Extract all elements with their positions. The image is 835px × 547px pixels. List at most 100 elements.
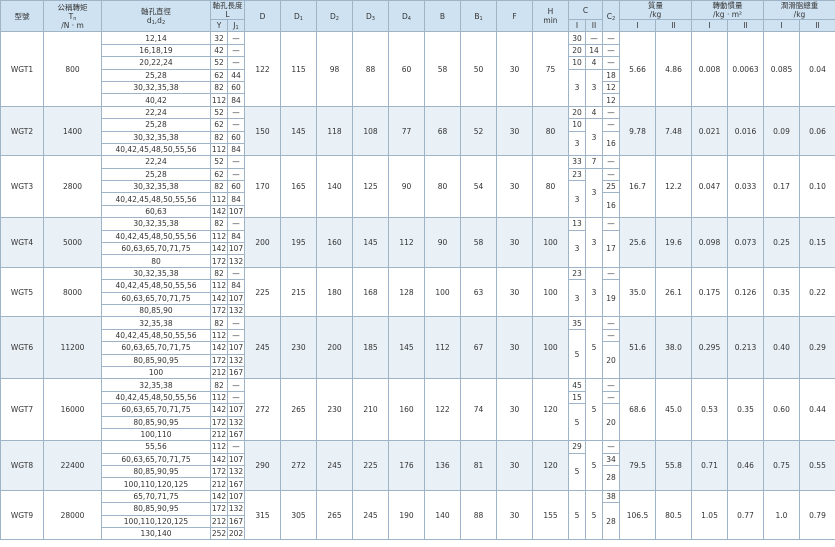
data-row: WGT6 11200 32,35,38 82—245 230 200 185 145 112 67…: [0, 316, 835, 380]
length-j: —: [227, 105, 245, 120]
property-value: 1.0: [763, 489, 800, 541]
property-value: 0.295: [691, 316, 728, 380]
c-value: 7: [585, 155, 603, 169]
torque: 8000: [43, 266, 102, 318]
table-body: WGT1 800 12,14 32—122 115 98 88 60 58 50 30 75 30— —5…: [0, 31, 835, 541]
data-row: 25,28 62—10 3—: [1, 118, 835, 157]
length-j: —: [227, 316, 245, 330]
length-j: —: [227, 378, 245, 392]
property-value: 38.0: [655, 316, 692, 380]
length-y: 112: [210, 328, 228, 343]
dimension: 77: [388, 105, 425, 157]
length-j: 84: [227, 93, 245, 107]
bore: 80,85,90,95: [101, 353, 211, 367]
c-value: 3: [568, 68, 586, 107]
header-text: II: [743, 21, 748, 31]
length-j: —: [227, 167, 245, 182]
length-j: 107: [227, 242, 245, 256]
dimension: 195: [280, 217, 317, 268]
dim-header: B1: [460, 0, 497, 33]
c-value: 5: [585, 440, 603, 491]
length-j: 132: [227, 415, 245, 429]
c-value: 5: [568, 403, 586, 442]
length-j: 167: [227, 477, 245, 491]
dimension: 122: [244, 31, 281, 107]
c-value: 3: [585, 217, 603, 268]
data-row: WGT2 1400 22,24 52—150 145 118 108 77 68 52 30 80 20…: [0, 105, 835, 157]
dimension: 58: [460, 217, 497, 268]
header-text: II: [815, 21, 820, 31]
bore: 60,63,65,70,71,75: [101, 452, 211, 467]
header-text: D: [294, 11, 300, 21]
c-value: —: [602, 118, 620, 132]
data-row: 60,63,65,70,71,75 142 107 5 20: [1, 403, 835, 442]
model: WGT2: [0, 105, 44, 157]
dimension: 315: [244, 489, 281, 541]
subscript: n: [73, 15, 77, 22]
length-j: —: [227, 440, 245, 454]
c-value: 5: [568, 328, 586, 380]
property-value: 0.40: [763, 316, 800, 380]
torque-header: 公稱轉矩 Tn/N · m: [43, 0, 102, 33]
inertia-header: 轉動慣量/kg · m²: [691, 0, 764, 20]
bore: 30,32,35,38: [101, 217, 211, 231]
torque: 5000: [43, 217, 102, 268]
c-value: 17: [602, 229, 620, 268]
dimension: 30: [496, 489, 533, 541]
dimension: 145: [388, 316, 425, 380]
c-value: 45: [568, 378, 586, 392]
bore: 30,32,35,38: [101, 180, 211, 194]
dimension: 140: [424, 489, 461, 541]
length-y-header: Y: [210, 18, 228, 33]
dim-header: F: [496, 0, 533, 33]
dimension: 30: [496, 316, 533, 380]
bore: 40,42,45,48,50,55,56: [101, 142, 211, 157]
property-value: 0.073: [727, 217, 764, 268]
bore: 32,35,38: [101, 378, 211, 392]
property-value: 0.75: [763, 440, 800, 491]
property-value: 0.71: [691, 440, 728, 491]
property-value: 0.09: [763, 105, 800, 157]
property-value: 0.35: [763, 266, 800, 318]
dimension: 230: [280, 316, 317, 380]
model: WGT4: [0, 217, 44, 268]
dimension: 30: [496, 440, 533, 491]
header-text: D: [366, 11, 372, 21]
header-text: B: [474, 11, 480, 21]
bore: 40,42,45,48,50,55,56: [101, 279, 211, 293]
dimension: 145: [280, 105, 317, 157]
subscript: 1: [299, 15, 303, 22]
c-value: —: [602, 440, 620, 454]
dimension: 140: [316, 155, 353, 219]
length-j: —: [227, 266, 245, 281]
length-j: 107: [227, 489, 245, 504]
c-value: 23: [568, 266, 586, 281]
data-row: 80 172 132: [1, 254, 835, 268]
data-row: 16,18,19 42—20 14—: [1, 43, 835, 58]
dimension: 150: [244, 105, 281, 157]
model: WGT3: [0, 155, 44, 219]
length-y: 172: [210, 502, 228, 516]
bore: 40,42,45,48,50,55,56: [101, 229, 211, 244]
header-text: 質量: [648, 1, 663, 11]
property-value: 0.79: [799, 489, 835, 541]
dimension: 165: [280, 155, 317, 219]
dimension: 63: [460, 266, 497, 318]
unit: /N · m: [61, 20, 84, 30]
length-y: 142: [210, 341, 228, 355]
header-row: 型號 公稱轉矩 Tn/N · m 軸孔直徑 d1,d2 軸孔長度 L D D1 D2 D3 D4 B B1…: [0, 0, 835, 33]
length-j: 84: [227, 142, 245, 157]
property-value: 0.021: [691, 105, 728, 157]
dimension: 115: [280, 31, 317, 107]
dimension: 215: [280, 266, 317, 318]
length-j: —: [227, 217, 245, 231]
data-row: 40,42,45,48,50,55,56 112—5—: [1, 328, 835, 380]
bore: 25,28: [101, 68, 211, 82]
length-y: 142: [210, 204, 228, 219]
length-y: 82: [210, 217, 228, 231]
data-row: 25,28 62—23 3—: [1, 167, 835, 219]
length-y: 172: [210, 465, 228, 479]
subscript: 1: [235, 25, 239, 32]
length-y: 52: [210, 155, 228, 169]
